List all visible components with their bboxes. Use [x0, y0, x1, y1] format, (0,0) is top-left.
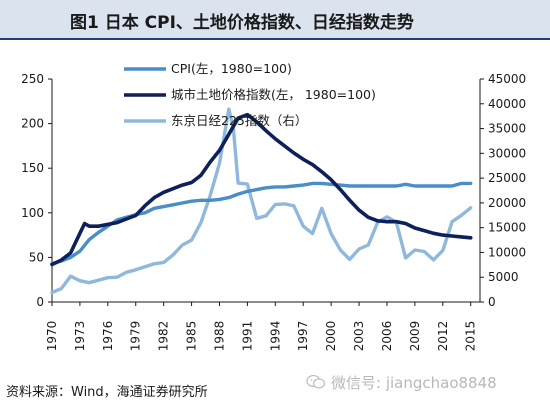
- series-land-price-line: [50, 112, 473, 267]
- y-right-tick-label: 35000: [488, 122, 526, 136]
- x-tick-label: 1994: [268, 321, 282, 352]
- watermark-text: 微信号: jiangchao8848: [331, 374, 497, 392]
- wechat-icon: [306, 374, 326, 389]
- x-tick-label: 1973: [73, 321, 87, 352]
- y-right-tick-label: 0: [488, 295, 496, 309]
- series-nikkei-line: [50, 107, 473, 295]
- y-right-tick-label: 10000: [488, 245, 526, 259]
- series-layer: [50, 107, 473, 295]
- x-tick-label: 1985: [185, 321, 199, 352]
- x-tick-label: 1988: [212, 321, 226, 352]
- legend: CPI(左，1980=100) 城市土地价格指数(左， 1980=100) 东京日经…: [124, 61, 376, 128]
- x-tick-label: 1976: [101, 321, 115, 352]
- x-tick-label: 2000: [324, 321, 338, 352]
- chart-title: 图1 日本 CPI、土地价格指数、日经指数走势: [70, 13, 414, 33]
- y-left-tick-label: 150: [21, 161, 44, 175]
- watermark: 微信号: jiangchao8848: [306, 372, 497, 393]
- x-tick-label: 2003: [352, 321, 366, 352]
- y-right-tick-label: 5000: [488, 270, 519, 284]
- legend-nikkei-label: 东京日经225指数（右）: [171, 113, 307, 128]
- y-left-tick-label: 200: [21, 117, 44, 131]
- y-right-tick-label: 15000: [488, 221, 526, 235]
- y-left-tick-label: 250: [21, 72, 44, 86]
- chart: 0 50 100 150 200 250 0 5000 10000 15000 20000 25000…: [0, 40, 550, 370]
- y-left-tick-label: 100: [21, 206, 44, 220]
- x-tick-label: 1970: [45, 321, 59, 352]
- title-bar: 图1 日本 CPI、土地价格指数、日经指数走势: [0, 0, 550, 40]
- axes: 0 50 100 150 200 250 0 5000 10000 15000 20000 25000…: [21, 72, 526, 351]
- x-tick-label: 1979: [129, 321, 143, 352]
- x-tick-label: 2012: [436, 321, 450, 352]
- y-left-tick-label: 50: [29, 250, 44, 264]
- y-right-tick-label: 40000: [488, 97, 526, 111]
- legend-cpi-label: CPI(左，1980=100): [171, 61, 292, 76]
- x-tick-label: 1982: [157, 321, 171, 352]
- y-right-tick-label: 30000: [488, 146, 526, 160]
- legend-land-price-label: 城市土地价格指数(左， 1980=100): [171, 87, 376, 102]
- x-tick-label: 1997: [296, 321, 310, 352]
- y-right-tick-label: 45000: [488, 72, 526, 86]
- y-right-tick-label: 25000: [488, 171, 526, 185]
- y-left-tick-label: 0: [36, 295, 44, 309]
- source-note: 资料来源：Wind，海通证券研究所: [6, 385, 208, 400]
- y-right-tick-label: 20000: [488, 196, 526, 210]
- x-tick-label: 2015: [464, 321, 478, 352]
- x-tick-label: 2006: [380, 321, 394, 352]
- x-tick-label: 2009: [408, 321, 422, 352]
- x-tick-label: 1991: [240, 321, 254, 352]
- series-cpi-line: [50, 181, 473, 266]
